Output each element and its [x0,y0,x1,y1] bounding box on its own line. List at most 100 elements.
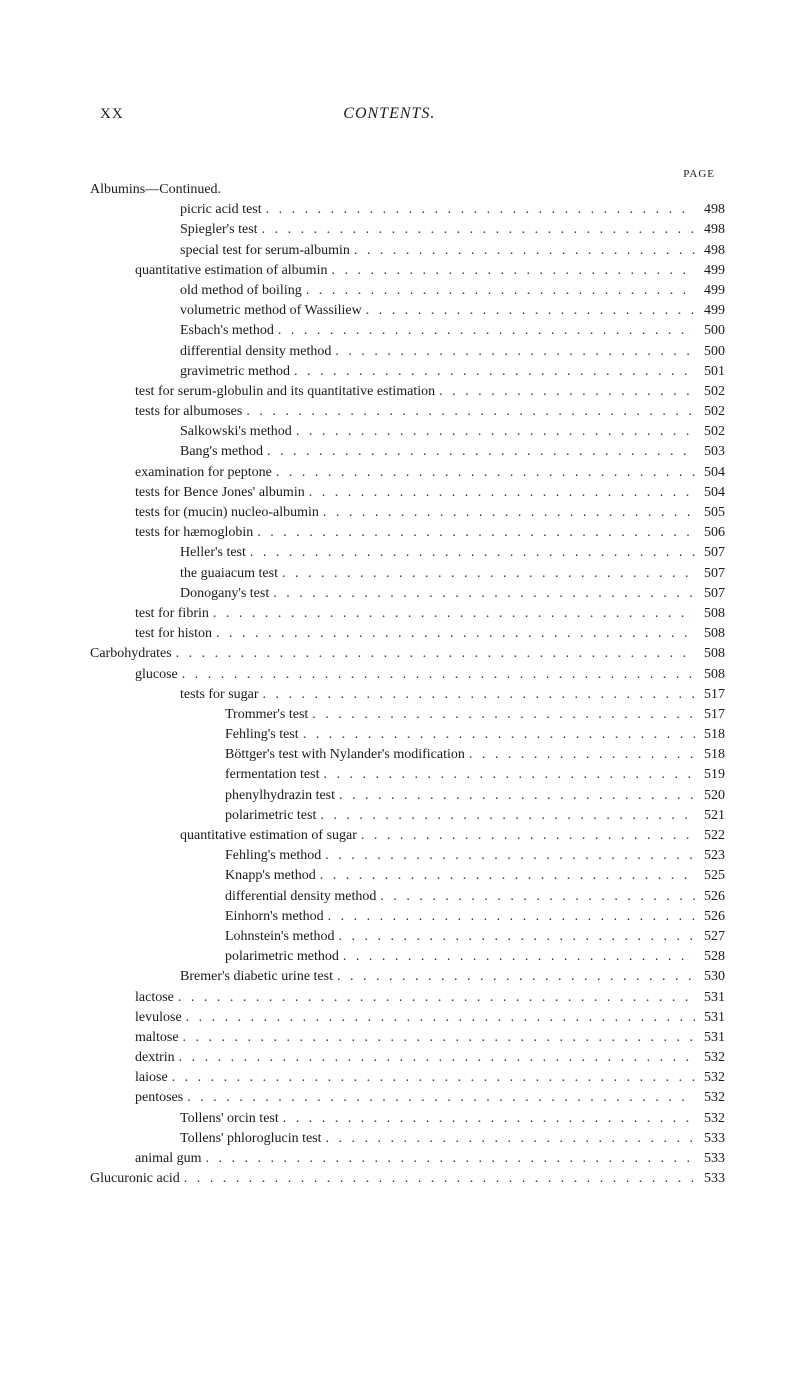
page-header: XX CONTENTS. [90,105,725,123]
toc-leader-dots [334,930,695,944]
toc-row: laiose 532 [90,1071,725,1085]
toc-leader-dots [302,284,695,298]
toc-label: laiose [135,1071,168,1085]
toc-label: Donogany's test [180,587,269,601]
toc-page-number: 530 [695,970,725,984]
toc-leader-dots [274,324,695,338]
toc-row: Fehling's method523 [90,849,725,863]
toc-page-number: 532 [695,1051,725,1065]
toc-leader-dots [269,587,695,601]
toc-leader-dots [319,506,695,520]
toc-row: test for serum-globulin and its quantita… [90,385,725,399]
toc-page-number: 531 [695,1011,725,1025]
toc-label: volumetric method of Wassiliew [180,304,362,318]
toc-label: Esbach's method [180,324,274,338]
toc-row: differential density method500 [90,345,725,359]
toc-row: tests for albumoses 502 [90,405,725,419]
toc-leader-dots [179,1031,695,1045]
toc-label: Lohnstein's method [225,930,334,944]
toc-row: Böttger's test with Nylander's modificat… [90,748,725,762]
toc-leader-dots [339,950,695,964]
toc-label: Knapp's method [225,869,316,883]
toc-row: Spiegler's test498 [90,223,725,237]
toc-page-number: 517 [695,708,725,722]
toc-leader-dots [316,869,695,883]
toc-row: examination for peptone504 [90,466,725,480]
toc-page-number: 505 [695,506,725,520]
toc-leader-dots [305,486,695,500]
toc-label: Albumins—Continued. [90,183,221,197]
toc-leader-dots [209,607,695,621]
toc-leader-dots [174,991,695,1005]
toc-label: tests for albumoses [135,405,242,419]
toc-row: old method of boiling499 [90,284,725,298]
toc-row: tests for (mucin) nucleo-albumin 505 [90,506,725,520]
toc-page-number: 525 [695,869,725,883]
toc-row: levulose531 [90,1011,725,1025]
toc-row: maltose 531 [90,1031,725,1045]
toc-leader-dots [168,1071,695,1085]
toc-row: picric acid test498 [90,203,725,217]
toc-label: Böttger's test with Nylander's modificat… [225,748,465,762]
toc-page-number: 508 [695,647,725,661]
toc-label: the guaiacum test [180,567,278,581]
toc-leader-dots [357,829,695,843]
toc-row: test for histon508 [90,627,725,641]
toc-row: Donogany's test 507 [90,587,725,601]
toc-page-number: 531 [695,991,725,1005]
toc-row: animal gum533 [90,1152,725,1166]
toc-page-number: 500 [695,324,725,338]
toc-label: Einhorn's method [225,910,324,924]
toc-leader-dots [242,405,695,419]
toc-page-number: 499 [695,284,725,298]
toc-page-number: 532 [695,1091,725,1105]
toc-label: test for histon [135,627,212,641]
toc-page-number: 521 [695,809,725,823]
toc-row: special test for serum-albumin498 [90,244,725,258]
toc-label: Heller's test [180,546,246,560]
toc-label: Tollens' orcin test [180,1112,279,1126]
toc-leader-dots [263,445,695,459]
toc-leader-dots [272,466,695,480]
toc-page-number: 507 [695,587,725,601]
toc-label: tests for sugar [180,688,259,702]
toc-row: Heller's test507 [90,546,725,560]
toc-row: Tollens' phloroglucin test533 [90,1132,725,1146]
toc-row: Bremer's diabetic urine test530 [90,970,725,984]
toc-page-number: 502 [695,405,725,419]
toc-leader-dots [308,708,695,722]
toc-label: Tollens' phloroglucin test [180,1132,322,1146]
toc-label: picric acid test [180,203,262,217]
toc-page-number: 508 [695,668,725,682]
toc-page-number: 517 [695,688,725,702]
toc-leader-dots [253,526,695,540]
toc-leader-dots [319,768,695,782]
toc-row: phenylhydrazin test520 [90,789,725,803]
toc-label: Fehling's test [225,728,299,742]
toc-label: Fehling's method [225,849,321,863]
toc-row: Esbach's method 500 [90,324,725,338]
toc-page-number: 532 [695,1071,725,1085]
toc-page-number: 531 [695,1031,725,1045]
toc-page-number: 503 [695,445,725,459]
toc-leader-dots [362,304,695,318]
toc-label: maltose [135,1031,179,1045]
toc-label: differential density method [180,345,331,359]
toc-page-number: 508 [695,607,725,621]
toc-label: tests for (mucin) nucleo-albumin [135,506,319,520]
toc-row: Fehling's test518 [90,728,725,742]
toc-leader-dots [350,244,695,258]
toc-label: fermentation test [225,768,319,782]
toc-label: Glucuronic acid [90,1172,180,1186]
toc-page-number: 499 [695,264,725,278]
toc-row: Knapp's method 525 [90,869,725,883]
toc-leader-dots [316,809,695,823]
toc-label: phenylhydrazin test [225,789,335,803]
toc-leader-dots [324,910,695,924]
toc-row: lactose531 [90,991,725,1005]
toc-label: special test for serum-albumin [180,244,350,258]
toc-page-number: 519 [695,768,725,782]
toc-label: test for fibrin [135,607,209,621]
toc-page-number: 526 [695,890,725,904]
toc-label: gravimetric method [180,365,290,379]
